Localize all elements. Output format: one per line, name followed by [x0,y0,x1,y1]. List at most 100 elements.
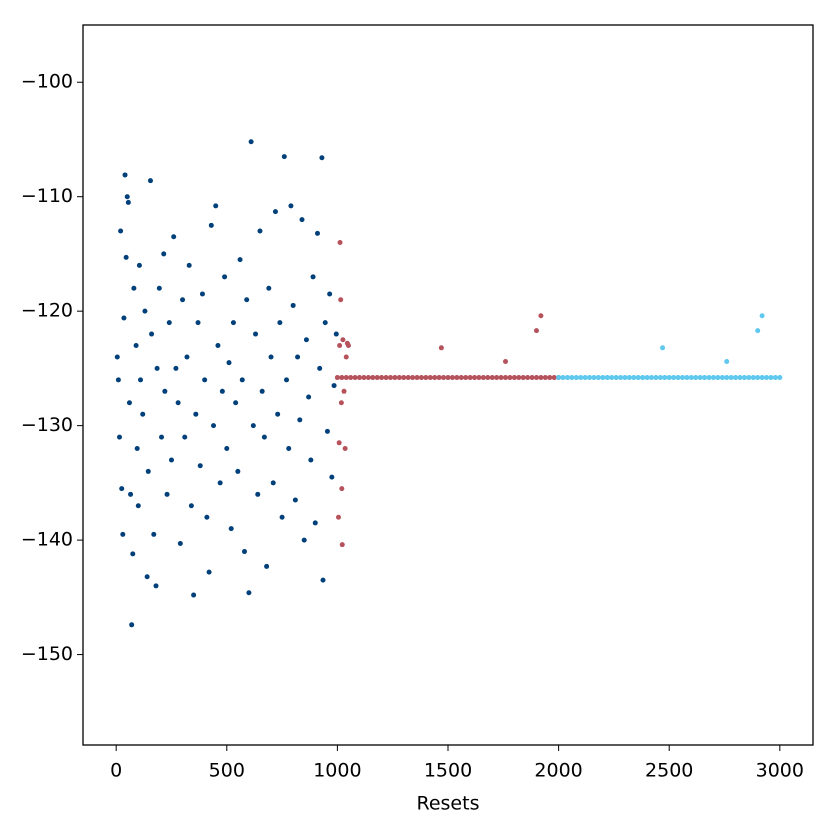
point [161,251,167,257]
point [233,400,239,406]
point [724,375,730,381]
point [159,434,165,440]
point [345,343,351,349]
point [438,345,444,351]
point [235,468,241,474]
point [329,474,335,480]
point [724,359,730,365]
point [609,375,615,381]
point [728,375,734,381]
point [684,375,690,381]
point [156,285,162,291]
point [303,337,309,343]
point [538,313,544,319]
point [131,285,137,291]
point [662,375,668,381]
point [244,297,250,303]
point [134,446,140,452]
point [248,139,254,145]
point [582,375,588,381]
point [154,365,160,371]
point [164,491,170,497]
point [314,230,320,236]
point [352,375,358,381]
point [114,354,120,360]
point [119,486,125,492]
point [427,375,433,381]
point [327,291,333,297]
x-tick-label: 2000 [534,760,582,782]
point [533,328,539,334]
point [173,365,179,371]
point [348,375,354,381]
x-tick-label: 2500 [645,760,693,782]
point [250,423,256,429]
point [202,377,208,383]
point [122,172,128,178]
point [525,375,531,381]
point [338,297,344,303]
point [261,434,267,440]
y-tick-label: −100 [21,71,73,93]
point [503,359,509,365]
point [237,257,243,263]
point [319,155,325,161]
point [336,440,342,446]
point [401,375,407,381]
point [671,375,677,381]
point [626,375,632,381]
point [357,375,363,381]
point [259,388,265,394]
point [640,375,646,381]
point [494,375,500,381]
point [405,375,411,381]
point [136,262,142,268]
point [246,590,252,596]
point [117,434,122,440]
point [520,375,526,381]
point [253,331,259,337]
point [591,375,597,381]
point [257,228,263,234]
point [675,375,681,381]
point [578,375,584,381]
point [336,514,341,520]
point [281,154,287,160]
x-tick-label: 0 [110,760,122,782]
point [472,375,478,381]
point [120,531,126,537]
point [361,375,367,381]
point [365,375,371,381]
point [288,203,294,209]
point [679,375,685,381]
point [604,375,610,381]
point [768,375,774,381]
point [737,375,743,381]
point [286,446,292,452]
point [180,297,186,303]
y-tick-label: −150 [21,643,73,665]
point [533,375,539,381]
point [410,375,416,381]
point [454,375,460,381]
point [423,375,429,381]
x-tick-label: 1500 [424,760,472,782]
y-tick-label: −140 [21,529,73,551]
point [337,343,343,349]
x-axis-label: Resets [417,793,480,815]
point [489,375,495,381]
point [317,365,323,371]
point [436,375,442,381]
point [595,375,601,381]
point [750,375,756,381]
point [383,375,389,381]
point [142,308,148,314]
point [312,520,318,526]
point [547,375,553,381]
point [279,514,285,520]
y-tick-label: −120 [21,300,73,322]
point [542,375,548,381]
point [733,375,739,381]
point [195,320,201,326]
